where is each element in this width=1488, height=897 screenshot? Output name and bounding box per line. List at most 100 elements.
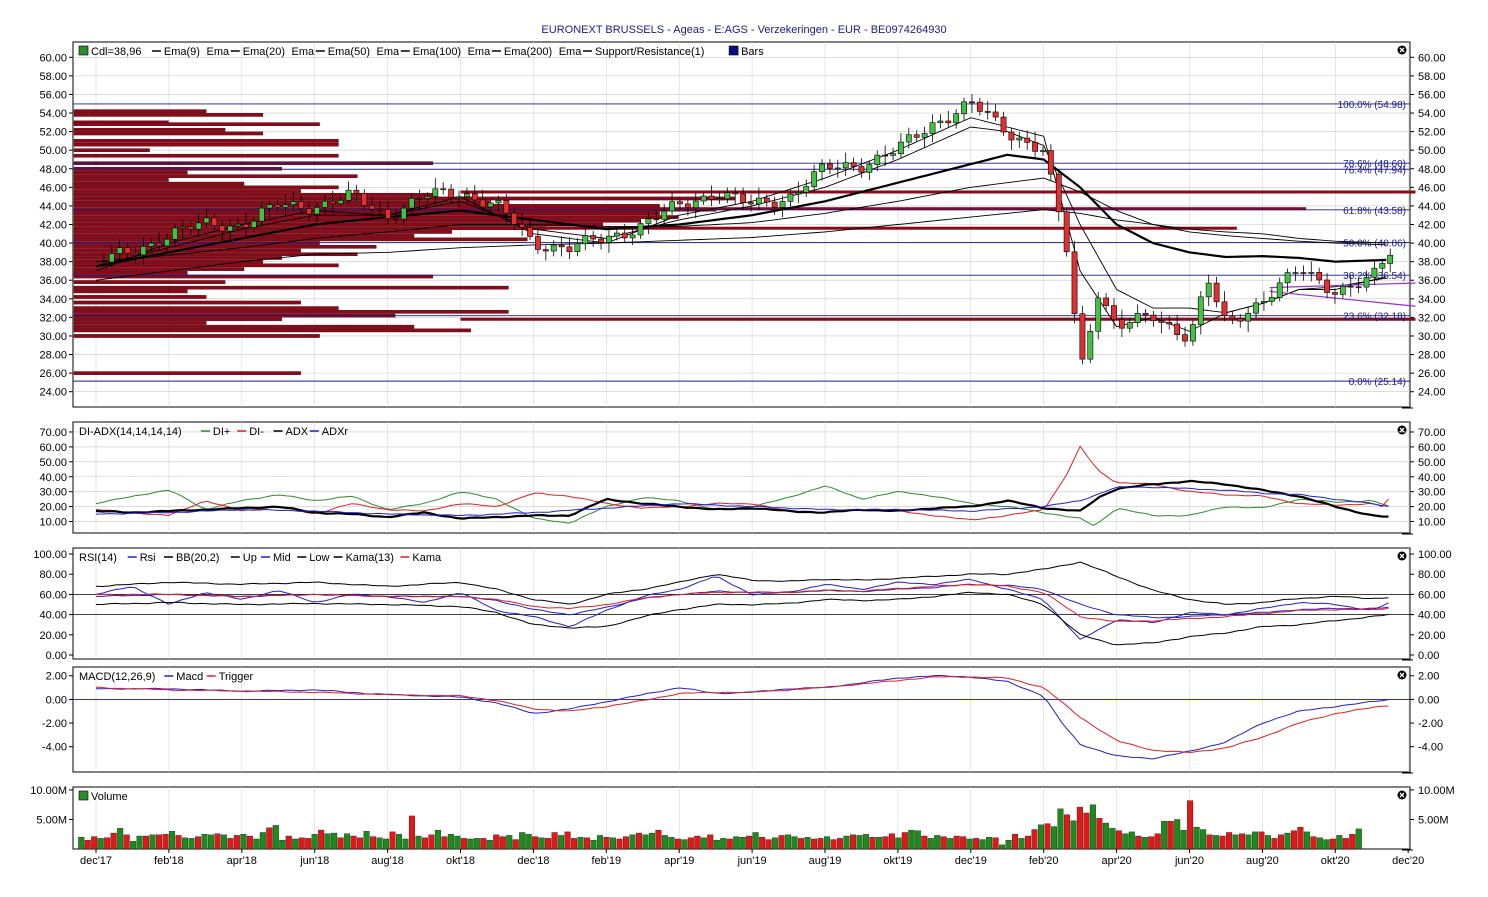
volume-profile-bar — [73, 139, 339, 143]
candlestick — [1371, 261, 1378, 285]
candlestick — [558, 236, 565, 257]
candle-body — [124, 247, 131, 254]
volume-profile-bar — [73, 153, 339, 158]
x-tick-label: aug'18 — [371, 855, 404, 867]
candlestick — [566, 237, 573, 259]
candle-body — [1253, 302, 1259, 314]
close-panel-icon[interactable] — [1397, 45, 1407, 55]
close-panel-icon-x — [1399, 792, 1405, 798]
candle-body — [290, 201, 297, 206]
candle-body — [779, 201, 786, 208]
volume-bar — [785, 834, 792, 850]
candle-body — [1111, 305, 1117, 320]
candle-body — [700, 195, 707, 202]
volume-bar — [97, 838, 104, 850]
legend-swatch — [728, 45, 739, 56]
close-panel-icon[interactable] — [1397, 551, 1407, 561]
volume-bar — [156, 834, 163, 850]
y-tick-label-right: 50.00 — [1418, 145, 1446, 157]
legend-entry: Kama — [412, 552, 442, 564]
volume-bar — [940, 836, 947, 850]
candle-body — [1024, 137, 1031, 143]
close-panel-icon[interactable] — [1397, 790, 1407, 800]
volume-bar — [1206, 834, 1213, 850]
candlestick — [748, 194, 754, 212]
volume-bar — [960, 836, 967, 850]
volume-bar — [1226, 832, 1233, 850]
y-tick-label-left: 32.00 — [39, 312, 67, 324]
close-panel-icon[interactable] — [1397, 670, 1407, 680]
volume-bar — [1057, 808, 1064, 850]
volume-bar — [1284, 832, 1291, 850]
candle-body — [787, 193, 794, 202]
close-panel-icon[interactable] — [1397, 425, 1407, 435]
candlestick — [1095, 292, 1102, 340]
y-tick-label-right: 58.00 — [1418, 71, 1446, 83]
legend-entry: MACD(12,26,9) — [79, 671, 155, 683]
volume-bar — [1161, 821, 1168, 850]
volume-bar — [720, 838, 727, 850]
candle-body — [858, 166, 865, 173]
candlestick — [858, 158, 865, 178]
y-tick-label-left: 30.00 — [39, 487, 67, 499]
x-tick-label: okt'19 — [883, 855, 912, 867]
volume-bar — [1076, 806, 1083, 850]
volume-bar — [999, 844, 1006, 850]
candlestick — [700, 192, 707, 205]
volume-bar — [836, 838, 843, 850]
candle-body — [1087, 330, 1094, 360]
candlestick — [1245, 306, 1252, 333]
candlestick — [1150, 310, 1157, 327]
volume-profile-bar — [73, 241, 320, 245]
legend-entry: Macd — [176, 671, 203, 683]
y-tick-label-left: 58.00 — [39, 71, 67, 83]
volume-bar — [661, 835, 668, 850]
candlestick — [140, 237, 147, 265]
candle-body — [258, 207, 265, 222]
volume-profile-bar — [73, 263, 339, 268]
volume-bar — [143, 835, 150, 850]
candle-body — [408, 197, 415, 209]
volume-bar — [1187, 800, 1194, 850]
y-tick-label-left: 26.00 — [39, 368, 67, 380]
y-tick-label-left: 40.00 — [39, 610, 67, 622]
candle-body — [1071, 251, 1078, 314]
candle-body — [1032, 142, 1038, 152]
volume-bar — [1329, 838, 1336, 850]
volume-bar — [1174, 819, 1181, 850]
candle-body — [913, 134, 920, 138]
volume-bar — [246, 835, 253, 850]
candle-body — [890, 153, 896, 156]
close-panel-icon-x — [1399, 672, 1405, 678]
volume-bar — [1239, 833, 1246, 850]
candle-body — [969, 101, 975, 104]
candle-body — [211, 217, 218, 226]
candlestick — [1032, 131, 1038, 159]
candlestick — [653, 210, 660, 228]
x-tick-label: apr'19 — [664, 855, 694, 867]
volume-bar — [447, 834, 454, 850]
volume-bar — [1290, 830, 1297, 850]
series-line-di+ — [95, 485, 1389, 526]
resistance-line — [460, 317, 1416, 321]
candlestick — [290, 192, 297, 212]
candle-body — [266, 204, 273, 209]
volume-bar — [1050, 826, 1057, 850]
panel-legend: DI-ADX(14,14,14,14) DI+ DI- ADX ADXr — [79, 426, 348, 438]
volume-bar — [966, 838, 973, 850]
candlestick — [677, 197, 683, 210]
volume-bar — [1128, 831, 1135, 850]
volume-bar — [266, 827, 273, 850]
candlestick — [424, 192, 431, 203]
volume-bar — [571, 838, 578, 850]
volume-bar — [1154, 833, 1161, 850]
volume-bar — [934, 835, 941, 850]
close-panel-icon-x — [1399, 553, 1405, 559]
candle-body — [613, 232, 620, 237]
candle-body — [108, 253, 115, 263]
volume-bar — [707, 834, 714, 850]
candlestick — [1103, 293, 1110, 312]
volume-bar — [402, 838, 409, 850]
volume-bar — [759, 837, 766, 850]
resistance-line — [460, 207, 1307, 211]
